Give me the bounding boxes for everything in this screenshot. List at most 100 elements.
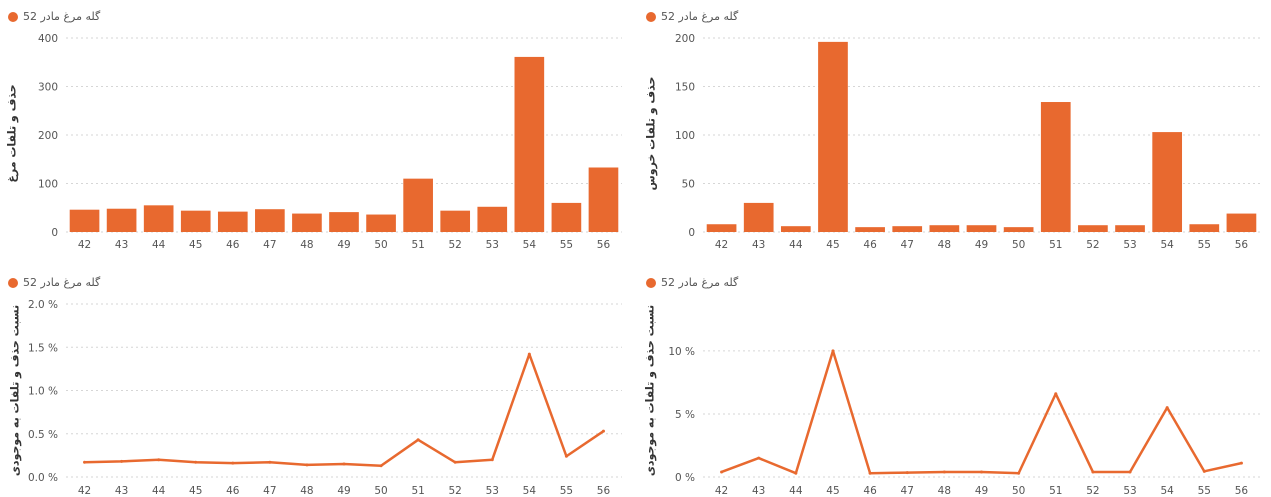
y-tick-label: 200 (38, 130, 58, 142)
y-tick-label: 0 (688, 227, 695, 239)
legend-dot-icon (8, 11, 18, 22)
bar (1115, 225, 1145, 232)
x-tick-label: 47 (263, 239, 276, 251)
x-tick-label: 49 (337, 239, 350, 251)
y-tick-label: 2.0 % (28, 299, 58, 311)
legend-dot-icon (646, 277, 656, 288)
bar (966, 225, 997, 232)
bar (892, 226, 923, 232)
legend-label: گله مرغ مادر 52 (23, 276, 101, 289)
y-tick-label: 0 (51, 227, 58, 239)
data-point (564, 454, 568, 458)
legend-label: گله مرغ مادر 52 (661, 276, 739, 289)
x-tick-label: 47 (901, 485, 914, 497)
x-tick-label: 46 (226, 239, 240, 251)
legend-dot-icon (646, 11, 656, 22)
legend-label: گله مرغ مادر 52 (23, 10, 101, 23)
x-tick-label: 54 (1160, 485, 1174, 497)
data-point (1091, 470, 1095, 474)
data-point (231, 461, 235, 465)
y-tick-label: 100 (675, 130, 695, 142)
data-point (305, 463, 309, 467)
x-tick-label: 53 (1123, 485, 1136, 497)
legend: گله مرغ مادر 52 (646, 10, 738, 23)
data-point (980, 470, 983, 474)
chart-panel-hen-loss-ratio: گله مرغ مادر 52 نسبت حذف و تلفات به موجو… (0, 266, 635, 497)
bar (780, 226, 811, 232)
x-tick-label: 43 (115, 485, 128, 497)
x-tick-label: 55 (1198, 485, 1211, 497)
x-tick-label: 43 (752, 239, 765, 251)
bar (403, 178, 433, 232)
data-point (1202, 469, 1206, 473)
bar-chart-hen-losses: 0 100 200 300 400 42 43 44 45 46 47 48 49 50 51 52 53 54 5… (38, 33, 622, 251)
series-line (84, 352, 605, 468)
x-tick-label: 54 (523, 239, 537, 251)
x-tick-label: 48 (938, 485, 951, 497)
x-tick-label: 52 (1086, 485, 1099, 497)
y-tick-label: 300 (38, 82, 58, 94)
x-tick-label: 56 (597, 239, 611, 251)
y-tick-label: 200 (675, 33, 695, 45)
bar (180, 210, 211, 232)
data-point (453, 460, 457, 464)
x-tick-label: 53 (486, 485, 499, 497)
data-point (490, 458, 494, 462)
data-point (1017, 471, 1021, 475)
x-tick-label: 53 (1123, 239, 1136, 251)
data-point (601, 429, 605, 433)
data-point (268, 460, 272, 464)
chart-panel-hen-losses: گله مرغ مادر 52 حذف و تلفات مرغ 0 100 200 3… (0, 0, 635, 255)
data-point (757, 456, 761, 460)
x-tick-label: 46 (863, 239, 877, 251)
x-tick-label: 44 (152, 239, 166, 251)
bar (1040, 102, 1071, 233)
bar-chart-rooster-losses: 0 50 100 150 200 42 43 44 45 46 47 48 49 50 51 52 53 54 55… (675, 33, 1260, 251)
x-tick-label: 52 (449, 239, 462, 251)
x-tick-label: 54 (1160, 239, 1174, 251)
bar (106, 208, 137, 232)
x-tick-label: 56 (1235, 239, 1249, 251)
bar (143, 205, 174, 232)
data-point (379, 464, 383, 468)
bar (1189, 224, 1220, 232)
data-point (416, 438, 420, 442)
x-tick-label: 51 (411, 239, 424, 251)
x-tick-label: 47 (263, 485, 276, 497)
x-tick-label: 44 (152, 485, 166, 497)
y-tick-label: 0.0 % (28, 472, 58, 484)
y-tick-label: 1.0 % (28, 386, 58, 398)
x-tick-label: 44 (789, 239, 803, 251)
bar (292, 213, 322, 232)
data-point (720, 470, 724, 474)
x-tick-label: 45 (189, 485, 202, 497)
x-tick-label: 50 (374, 485, 387, 497)
bar (514, 56, 545, 232)
bar (217, 211, 248, 232)
chart-panel-rooster-losses: گله مرغ مادر 52 حذف و تلفات خروس 0 50 100 1… (636, 0, 1271, 255)
data-point (83, 460, 87, 464)
x-tick-label: 55 (560, 239, 573, 251)
bar (366, 214, 396, 232)
x-tick-label: 42 (715, 239, 728, 251)
x-tick-label: 52 (449, 485, 462, 497)
data-point (1165, 406, 1169, 410)
bar (929, 225, 960, 232)
line-chart-hen-loss-ratio: 0.0 % 0.5 % 1.0 % 1.5 % 2.0 % 42 43 44 45 46 47 48 4… (28, 299, 622, 497)
x-tick-label: 42 (78, 239, 91, 251)
x-tick-label: 50 (1012, 239, 1025, 251)
bar (255, 209, 285, 232)
x-tick-label: 50 (374, 239, 387, 251)
x-tick-label: 42 (715, 485, 728, 497)
y-tick-label: 0.5 % (28, 429, 58, 441)
bar (818, 41, 848, 232)
bar (743, 202, 774, 232)
x-tick-label: 56 (1235, 485, 1249, 497)
x-tick-label: 53 (486, 239, 499, 251)
legend: گله مرغ مادر 52 (8, 276, 100, 289)
series-line (721, 349, 1242, 475)
bar (1152, 132, 1183, 232)
data-point (120, 459, 124, 463)
x-tick-label: 56 (597, 485, 611, 497)
x-tick-label: 43 (115, 239, 128, 251)
